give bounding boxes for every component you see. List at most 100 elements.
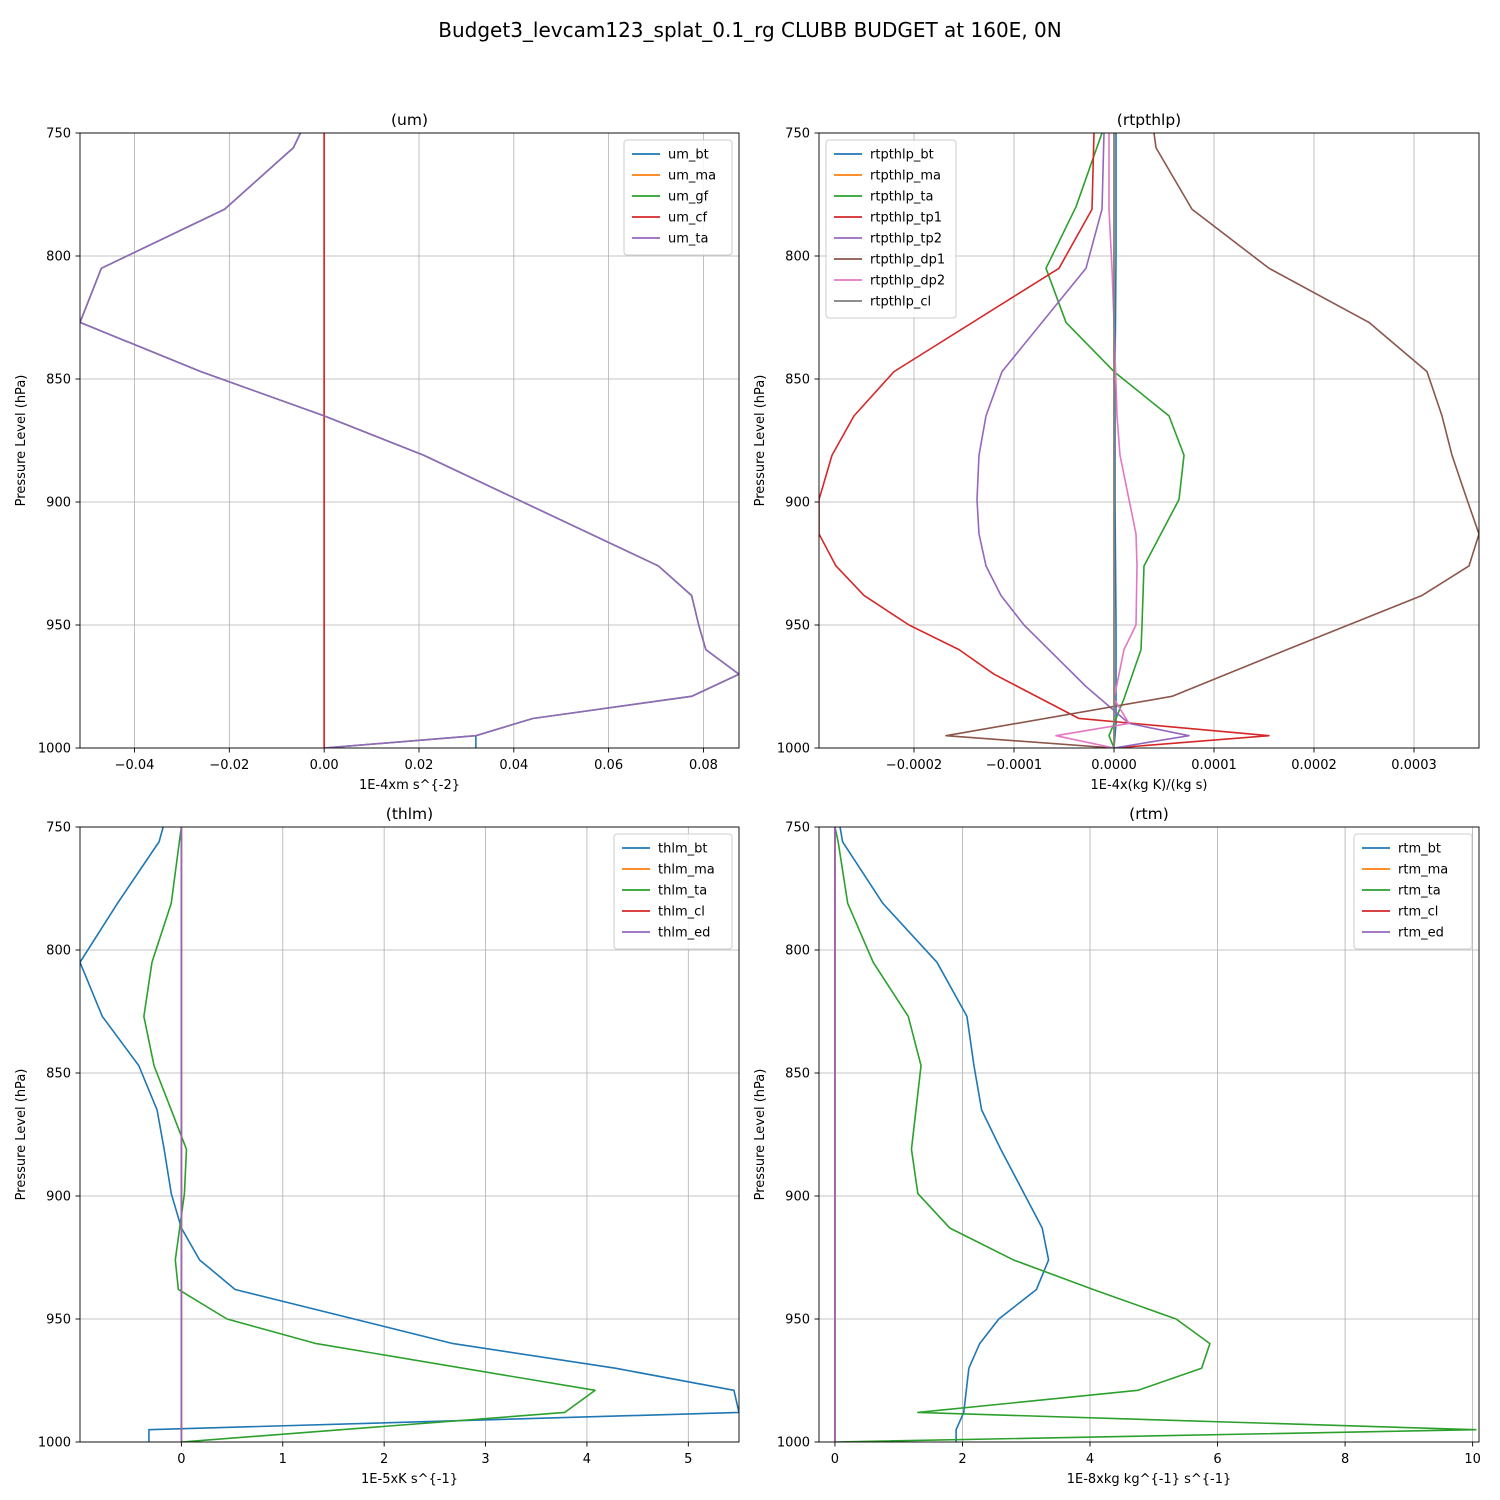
y-tick-label: 750 bbox=[785, 821, 810, 836]
legend-label: rtpthlp_ma bbox=[870, 169, 941, 184]
series-group bbox=[80, 133, 739, 748]
axes-frame bbox=[79, 132, 740, 749]
y-tick-label: 850 bbox=[46, 1067, 71, 1082]
x-tick-label: −0.0001 bbox=[986, 758, 1042, 773]
legend-label: rtpthlp_dp2 bbox=[870, 274, 945, 289]
series-group bbox=[819, 133, 1479, 748]
x-tick-label: −0.0002 bbox=[886, 758, 942, 773]
y-tick-label: 800 bbox=[785, 250, 810, 265]
x-tick-label: 2 bbox=[958, 1452, 966, 1467]
series-line-rtpthlp_tp1 bbox=[819, 133, 1270, 748]
legend-label: um_gf bbox=[668, 190, 709, 205]
y-tick-label: 800 bbox=[46, 250, 71, 265]
y-tick-label: 1000 bbox=[777, 1436, 810, 1451]
subplot-panels: −0.04 −0.02 0.00 0.02 0.04 0.06 0.087508008509… bbox=[14, 111, 1481, 1487]
y-tick-label: 850 bbox=[785, 373, 810, 388]
x-tick-label: 0.06 bbox=[594, 758, 623, 773]
subplot-title: (rtpthlp) bbox=[1117, 111, 1181, 129]
y-tick-label: 850 bbox=[46, 373, 71, 388]
x-tick-label: 0 bbox=[177, 1452, 185, 1467]
y-tick-label: 750 bbox=[785, 127, 810, 142]
legend-label: um_bt bbox=[668, 148, 709, 163]
series-line-rtpthlp_dp2 bbox=[1055, 133, 1138, 748]
subplot-3: 0 2 4 6 8 10 750 800 850 900 950 1000 (rtm) 1E-8xkg k… bbox=[753, 805, 1481, 1487]
y-axis-label: Pressure Level (hPa) bbox=[753, 375, 768, 507]
series-line-rtm_ta bbox=[834, 827, 1477, 1442]
series-line-rtpthlp_dp1 bbox=[945, 133, 1479, 748]
x-tick-label: 0.08 bbox=[689, 758, 718, 773]
y-tick-label: 800 bbox=[785, 944, 810, 959]
y-tick-label: 750 bbox=[46, 821, 71, 836]
x-tick-label: 0.04 bbox=[499, 758, 528, 773]
y-tick-label: 900 bbox=[785, 496, 810, 511]
axes-frame bbox=[818, 132, 1480, 749]
x-tick-label: −0.02 bbox=[209, 758, 249, 773]
legend: um_bt um_ma um_gf um_cf um_ta bbox=[623, 139, 733, 256]
y-tick-label: 1000 bbox=[777, 742, 810, 757]
figure-suptitle: Budget3_levcam123_splat_0.1_rg CLUBB BUD… bbox=[438, 18, 1061, 42]
axes-frame bbox=[79, 826, 740, 1443]
x-axis-label: 1E-4xm s^{-2} bbox=[359, 778, 460, 793]
legend: rtpthlp_bt rtpthlp_ma rtpthlp_ta rtpthlp_tp… bbox=[825, 139, 957, 319]
y-tick-label: 950 bbox=[785, 1313, 810, 1328]
x-tick-label: 4 bbox=[583, 1452, 591, 1467]
y-axis-label: Pressure Level (hPa) bbox=[14, 1069, 29, 1201]
legend-box bbox=[613, 833, 733, 950]
axes-frame bbox=[818, 826, 1480, 1443]
series-line-rtm_bt bbox=[839, 827, 1050, 1442]
x-tick-label: 8 bbox=[1341, 1452, 1349, 1467]
y-tick-label: 900 bbox=[785, 1190, 810, 1205]
subplot-2: 0 1 2 3 4 5 750 800 850 900 950 1000 (thlm) 1E-5xK s^… bbox=[14, 805, 740, 1487]
y-tick-label: 1000 bbox=[38, 742, 71, 757]
legend: rtm_bt rtm_ma rtm_ta rtm_cl rtm_ed bbox=[1353, 833, 1473, 950]
legend: thlm_bt thlm_ma thlm_ta thlm_cl thlm_ed bbox=[613, 833, 733, 950]
series-line-rtpthlp_ta bbox=[1045, 133, 1185, 748]
y-tick-label: 750 bbox=[46, 127, 71, 142]
y-tick-label: 850 bbox=[785, 1067, 810, 1082]
x-tick-label: 4 bbox=[1086, 1452, 1094, 1467]
y-tick-label: 900 bbox=[46, 1190, 71, 1205]
y-tick-label: 900 bbox=[46, 496, 71, 511]
x-tick-label: 0.0001 bbox=[1191, 758, 1237, 773]
x-tick-label: 0.02 bbox=[405, 758, 434, 773]
series-group bbox=[834, 827, 1477, 1442]
legend-label: rtm_cl bbox=[1398, 905, 1438, 920]
series-line-rtpthlp_bt bbox=[1113, 133, 1117, 748]
legend-label: thlm_ed bbox=[658, 926, 710, 941]
legend-box bbox=[623, 139, 733, 256]
series-line-um_ta bbox=[80, 133, 739, 748]
x-axis-label: 1E-4x(kg K)/(kg s) bbox=[1091, 778, 1208, 793]
legend-box bbox=[1353, 833, 1473, 950]
legend-label: rtpthlp_bt bbox=[870, 148, 934, 163]
x-tick-label: 0.00 bbox=[310, 758, 339, 773]
legend-label: rtpthlp_cl bbox=[870, 295, 931, 310]
x-tick-label: 2 bbox=[380, 1452, 388, 1467]
x-tick-label: 0.0002 bbox=[1291, 758, 1337, 773]
x-tick-label: 3 bbox=[481, 1452, 489, 1467]
legend-label: um_ta bbox=[668, 232, 708, 247]
legend-label: thlm_bt bbox=[658, 842, 707, 857]
legend-label: rtpthlp_ta bbox=[870, 190, 933, 205]
y-tick-label: 950 bbox=[46, 619, 71, 634]
x-tick-label: −0.04 bbox=[115, 758, 155, 773]
legend-label: rtm_ma bbox=[1398, 863, 1448, 878]
series-line-thlm_bt bbox=[80, 827, 739, 1442]
subplot-title: (thlm) bbox=[386, 805, 433, 823]
y-tick-label: 800 bbox=[46, 944, 71, 959]
y-tick-label: 950 bbox=[785, 619, 810, 634]
legend-label: rtpthlp_tp2 bbox=[870, 232, 942, 247]
series-line-thlm_ta bbox=[143, 827, 596, 1442]
x-tick-label: 0 bbox=[831, 1452, 839, 1467]
x-tick-label: 1 bbox=[279, 1452, 287, 1467]
legend-label: rtpthlp_dp1 bbox=[870, 253, 945, 268]
series-group bbox=[80, 827, 739, 1442]
legend-label: rtpthlp_tp1 bbox=[870, 211, 942, 226]
x-tick-label: 0.0000 bbox=[1091, 758, 1137, 773]
x-tick-label: 5 bbox=[684, 1452, 692, 1467]
subplot-title: (um) bbox=[391, 111, 428, 129]
subplot-title: (rtm) bbox=[1129, 805, 1169, 823]
y-axis-label: Pressure Level (hPa) bbox=[753, 1069, 768, 1201]
x-axis-label: 1E-8xkg kg^{-1} s^{-1} bbox=[1067, 1472, 1232, 1487]
x-axis-label: 1E-5xK s^{-1} bbox=[361, 1472, 458, 1487]
